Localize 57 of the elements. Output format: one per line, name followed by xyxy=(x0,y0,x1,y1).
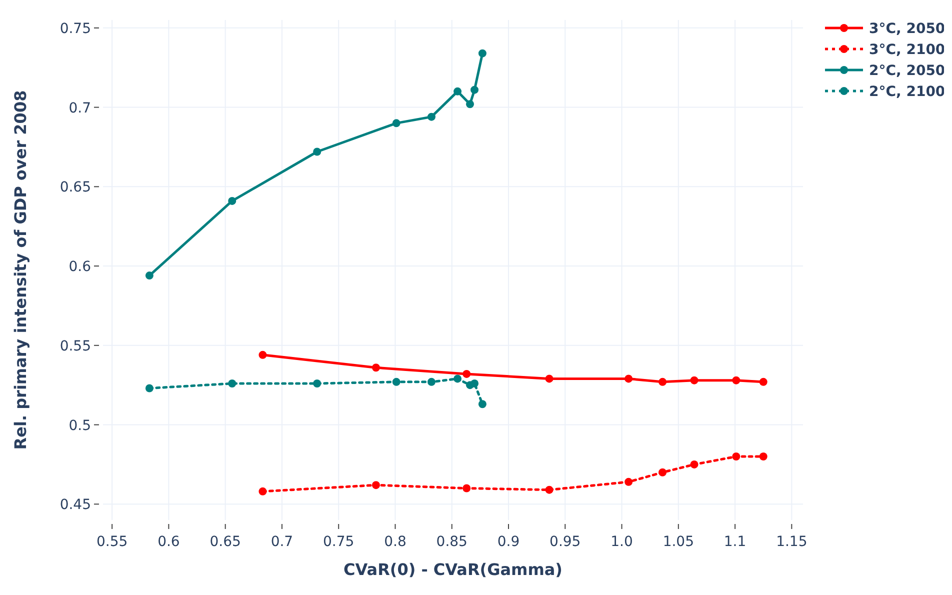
point xyxy=(545,486,554,494)
point xyxy=(759,378,768,386)
point xyxy=(392,378,400,386)
x-tick-label: 1.15 xyxy=(776,534,808,550)
point xyxy=(478,49,486,58)
point xyxy=(427,378,436,386)
point xyxy=(690,460,698,468)
point xyxy=(470,86,479,94)
x-tick-label: 1.1 xyxy=(724,534,746,550)
point xyxy=(228,379,236,388)
x-tick-label: 0.65 xyxy=(210,534,241,550)
y-tick-label: 0.5 xyxy=(68,418,91,434)
x-tick-label: 0.8 xyxy=(384,534,406,550)
point xyxy=(470,379,479,388)
point xyxy=(145,272,154,280)
x-axis-title: CVaR(0) - CVaR(Gamma) xyxy=(344,560,562,579)
point xyxy=(454,374,462,383)
point xyxy=(624,374,633,383)
x-tick-label: 0.85 xyxy=(436,534,468,550)
point xyxy=(313,379,322,388)
point xyxy=(258,350,267,359)
point xyxy=(732,376,740,384)
point xyxy=(478,400,486,408)
x-tick-label: 0.6 xyxy=(158,534,180,550)
point xyxy=(145,384,154,392)
point xyxy=(732,452,740,461)
point xyxy=(462,484,471,492)
point xyxy=(427,112,436,121)
point xyxy=(372,481,380,490)
y-tick-label: 0.45 xyxy=(60,497,91,514)
point xyxy=(313,148,322,156)
y-tick-label: 0.55 xyxy=(60,338,91,354)
x-tick-label: 0.7 xyxy=(270,534,294,550)
point xyxy=(545,374,554,383)
x-tick-label: 1.0 xyxy=(610,534,633,550)
x-tick-label: 1.05 xyxy=(662,534,694,550)
point xyxy=(392,119,400,128)
point xyxy=(466,100,474,108)
point xyxy=(258,487,267,496)
point xyxy=(372,364,380,372)
x-tick-label: 0.9 xyxy=(497,534,520,550)
point xyxy=(690,376,698,384)
point xyxy=(759,452,768,461)
x-tick-label: 0.95 xyxy=(550,534,581,550)
point xyxy=(454,87,462,96)
point xyxy=(658,378,667,386)
point xyxy=(228,196,236,205)
x-tick-label: 0.55 xyxy=(96,534,128,550)
x-tick-label: 0.75 xyxy=(323,534,354,550)
point xyxy=(462,370,471,378)
y-tick-label: 0.7 xyxy=(68,100,91,116)
y-tick-label: 0.6 xyxy=(68,259,92,276)
y-tick-label: 0.65 xyxy=(60,180,91,196)
y-tick-label: 0.75 xyxy=(60,20,91,37)
point xyxy=(624,478,633,486)
point xyxy=(658,468,667,476)
y-axis-title: Rel. primary intensity of GDP over 2008 xyxy=(11,90,30,450)
